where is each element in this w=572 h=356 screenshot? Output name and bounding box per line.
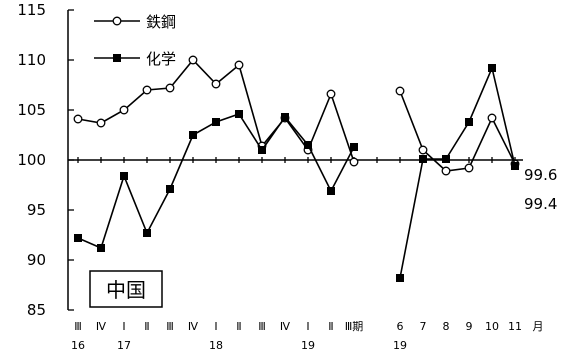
x-category-label: 月 [533,320,544,333]
x-category-label: Ⅳ [188,320,199,333]
y-axis: 85 90 95 100 105 110 115 [17,1,74,319]
data-point [511,162,519,170]
data-point [211,79,221,89]
data-point [143,229,151,237]
series-chemical [74,64,519,282]
data-point [234,60,244,70]
data-point [235,110,243,118]
legend: 鉄鋼 化学 [94,13,176,68]
data-point [74,234,82,242]
data-point [281,113,289,121]
y-tick-label: 110 [17,51,46,69]
series-steel [73,55,520,176]
y-tick-label: 95 [27,201,46,219]
x-category-label: 9 [466,320,473,333]
data-point [395,86,405,96]
legend-marker-chemical [113,54,121,62]
x-category-label: Ⅱ [236,320,241,333]
series-line [77,113,355,250]
region-box-frame [89,270,163,308]
y-tick-label: 115 [17,1,46,19]
data-point [487,113,497,123]
data-point [396,274,404,282]
x-category-label: 10 [485,320,499,333]
data-point [304,141,312,149]
y-tick-label: 90 [27,251,46,269]
series-line [399,65,516,279]
series-group [73,55,520,282]
data-point [464,163,474,173]
legend-label-chemical: 化学 [146,50,176,68]
x-category-label: Ⅳ [96,320,107,333]
data-point [465,118,473,126]
data-point [120,172,128,180]
end-label-steel: 99.6 [524,166,557,184]
x-category-label: Ⅰ [214,320,217,333]
x-category-label: Ⅲ [74,320,82,333]
x-year-label: 19 [301,339,315,352]
x-category-label: Ⅲ [166,320,174,333]
data-point [73,114,83,124]
data-point [442,155,450,163]
x-category-label: Ⅲ期 [345,320,364,333]
series-line [399,90,516,172]
x-year-label: 16 [71,339,85,352]
x-category-label: 7 [420,320,427,333]
data-point [418,145,428,155]
y-tick-label: 85 [27,301,46,319]
data-point [189,131,197,139]
legend-label-steel: 鉄鋼 [146,13,176,31]
data-point [350,143,358,151]
x-category-label: Ⅰ [306,320,309,333]
x-category-label: 11 [508,320,522,333]
x-category-label: 6 [397,320,404,333]
data-point [327,187,335,195]
y-tick-label: 100 [17,151,46,169]
data-point [165,83,175,93]
data-point [142,85,152,95]
x-category-label: Ⅱ [328,320,333,333]
data-point [188,55,198,65]
x-category-label: Ⅲ [258,320,266,333]
data-point [119,105,129,115]
series-line [77,58,355,163]
data-point [97,244,105,252]
data-point [96,118,106,128]
region-label: 中国 [106,278,146,302]
data-point [258,146,266,154]
x-year-label: 18 [209,339,223,352]
x-category-label: Ⅱ [144,320,149,333]
x-year-label: 19 [393,339,407,352]
x-axis: Ⅲ Ⅳ Ⅰ Ⅱ Ⅲ Ⅳ Ⅰ Ⅱ Ⅲ Ⅳ Ⅰ Ⅱ Ⅲ期 6 7 8 9 10 11 月 16 17 18 19 19 [68,157,544,352]
y-tick-label: 105 [17,101,46,119]
legend-marker-steel [112,16,122,26]
end-label-chemical: 99.4 [524,195,557,213]
data-point [212,118,220,126]
x-category-label: 8 [443,320,450,333]
data-point [326,89,336,99]
data-point [419,155,427,163]
x-category-label: Ⅰ [122,320,125,333]
x-category-label: Ⅳ [280,320,291,333]
data-point [349,157,359,167]
data-point [441,166,451,176]
data-point [166,185,174,193]
x-year-label: 17 [117,339,131,352]
data-point [488,64,496,72]
region-box: 中国 [89,270,163,308]
